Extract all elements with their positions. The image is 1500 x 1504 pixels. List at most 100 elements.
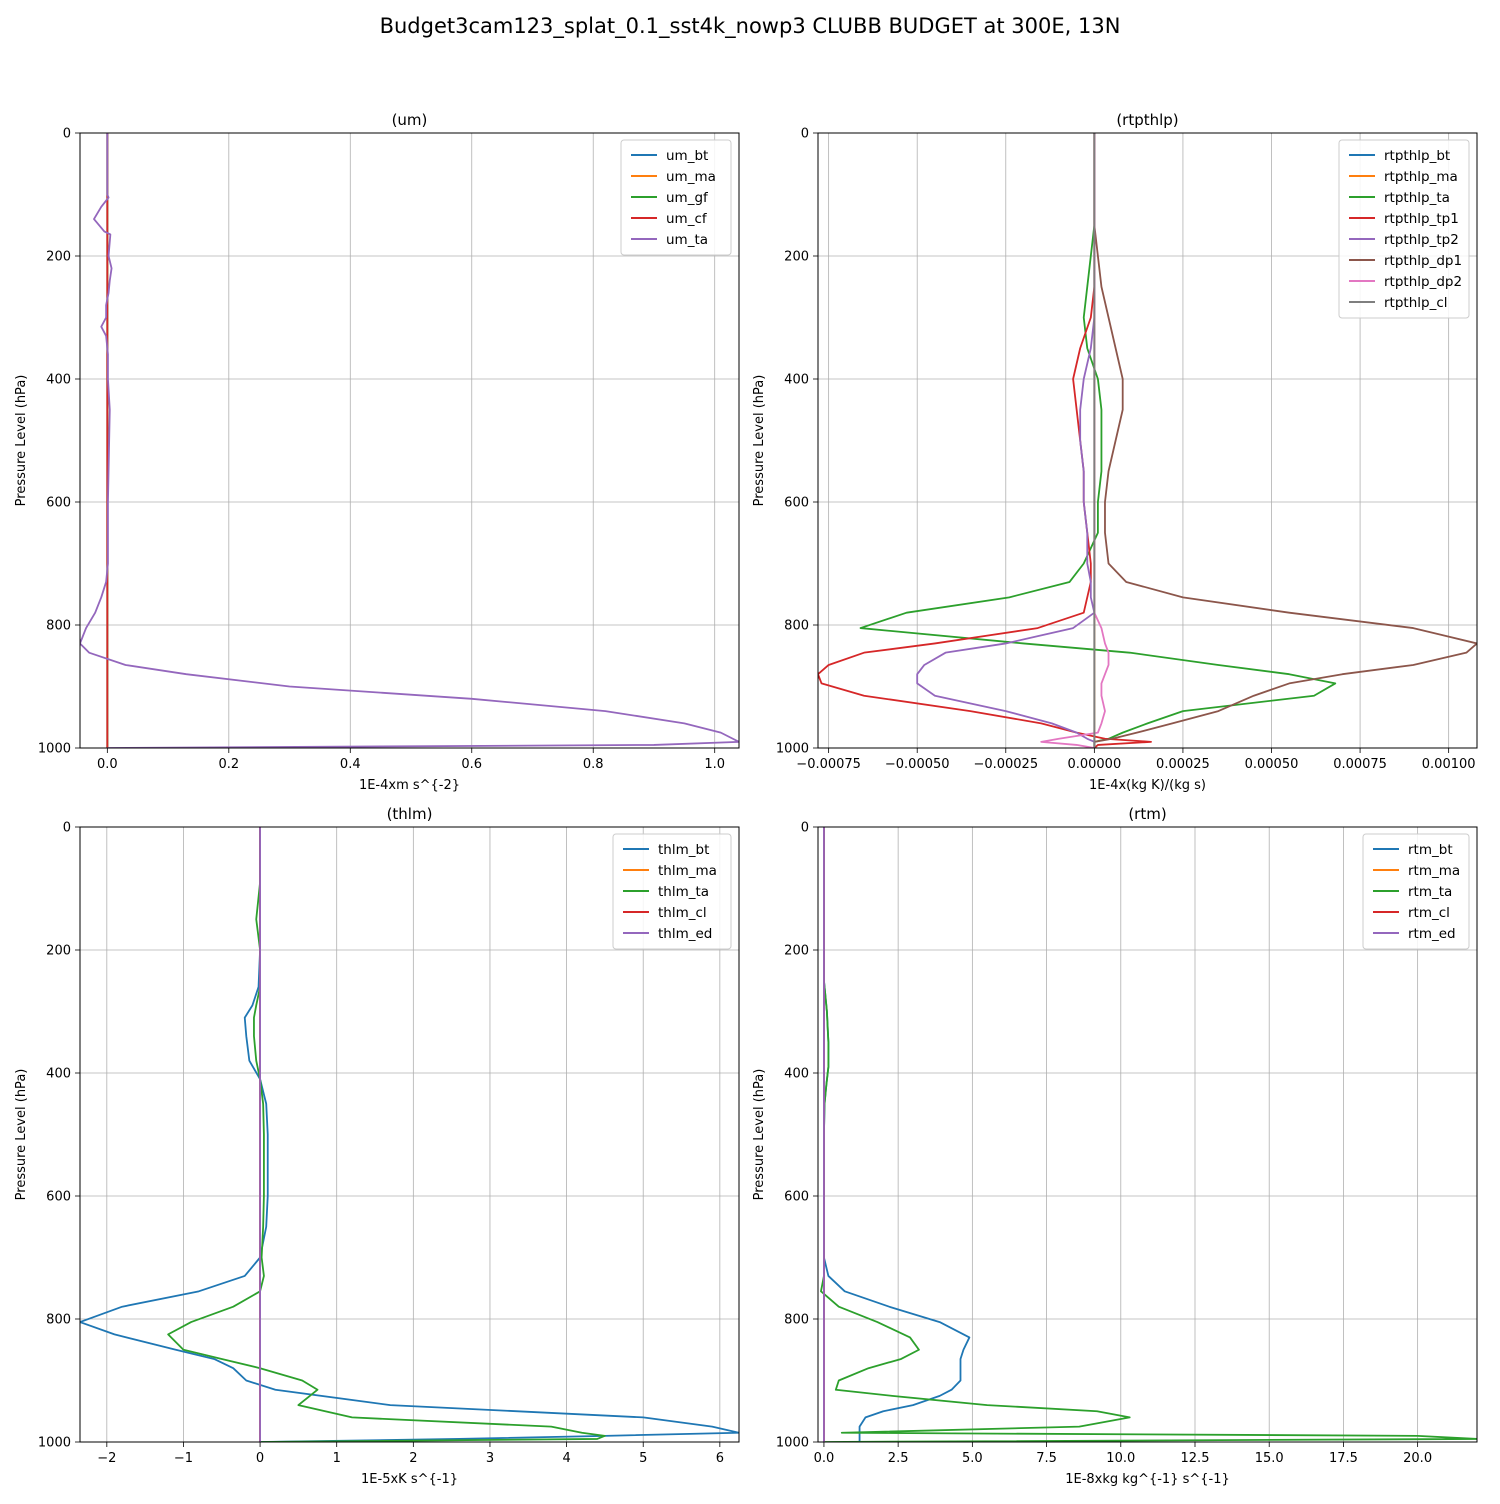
legend: rtpthlp_bt rtpthlp_ma rtpthlp_ta rtpthlp_tp…	[1338, 139, 1470, 319]
x-tick-label: 0.4	[340, 757, 361, 772]
x-tick-label: −2	[97, 1451, 116, 1466]
y-tick-label: 0	[801, 127, 809, 142]
legend-label: thlm_cl	[658, 905, 707, 921]
legend-label: um_bt	[666, 148, 708, 164]
x-axis-label: 1E-4xm s^{-2}	[359, 778, 460, 793]
y-axis-label: Pressure Level (hPa)	[752, 375, 767, 507]
legend-label: rtm_ed	[1408, 926, 1456, 942]
figure-title: Budget3cam123_splat_0.1_sst4k_nowp3 CLUB…	[379, 14, 1121, 38]
legend-label: rtpthlp_cl	[1384, 295, 1448, 311]
y-tick-label: 800	[784, 1313, 809, 1328]
y-tick-label: 400	[46, 1067, 71, 1082]
legend-box	[1338, 139, 1470, 319]
y-tick-label: 400	[46, 373, 71, 388]
x-tick-label: 0.00025	[1156, 757, 1210, 772]
legend-label: rtpthlp_ta	[1384, 190, 1450, 206]
y-tick-label: 600	[46, 496, 71, 511]
y-axis-label: Pressure Level (hPa)	[752, 1069, 767, 1201]
legend-label: thlm_bt	[658, 842, 709, 858]
legend-label: um_ma	[666, 169, 716, 185]
x-tick-label: 20.0	[1403, 1451, 1432, 1466]
x-axis-label: 1E-8xkg kg^{-1} s^{-1}	[1065, 1472, 1230, 1487]
series-line-thlm_ta	[167, 827, 606, 1442]
chart-title: (thlm)	[387, 805, 433, 823]
legend-label: rtpthlp_ma	[1384, 169, 1458, 185]
series-group	[818, 133, 1477, 748]
y-tick-label: 600	[46, 1190, 71, 1205]
legend-label: rtpthlp_dp2	[1384, 274, 1462, 290]
legend-label: rtm_ma	[1408, 863, 1460, 879]
y-tick-label: 600	[784, 1190, 809, 1205]
legend-label: rtm_ta	[1408, 884, 1452, 900]
x-tick-label: 5.0	[962, 1451, 983, 1466]
x-tick-label: −0.00075	[796, 757, 861, 772]
series-group	[820, 827, 1477, 1442]
legend-label: rtm_bt	[1408, 842, 1453, 858]
legend-label: rtpthlp_dp1	[1384, 253, 1462, 269]
x-tick-label: −0.00025	[973, 757, 1038, 772]
y-axis-label: Pressure Level (hPa)	[14, 375, 29, 507]
legend-label: um_ta	[666, 232, 708, 248]
x-tick-label: 10.0	[1106, 1451, 1135, 1466]
legend-label: rtpthlp_bt	[1384, 148, 1450, 164]
x-tick-label: 17.5	[1329, 1451, 1358, 1466]
y-tick-label: 1000	[776, 1436, 809, 1451]
y-tick-label: 200	[46, 944, 71, 959]
x-tick-label: 3	[486, 1451, 494, 1466]
axes-frame	[79, 132, 740, 749]
legend-label: thlm_ed	[658, 926, 712, 942]
y-tick-label: 800	[46, 619, 71, 634]
legend: thlm_bt thlm_ma thlm_ta thlm_cl thlm_ed	[612, 833, 732, 950]
x-tick-label: 2	[409, 1451, 417, 1466]
x-tick-label: 0.00050	[1245, 757, 1299, 772]
y-tick-label: 0	[63, 127, 71, 142]
series-line-thlm_bt	[80, 827, 739, 1442]
series-line-rtpthlp_dp2	[1040, 133, 1110, 748]
legend-label: thlm_ta	[658, 884, 709, 900]
y-tick-label: 0	[63, 821, 71, 836]
chart-panel-3: −2 −1 0 1 2 3 4 5 6 0 200 400 600 800 1000 (thlm) 1E-5xK…	[14, 805, 740, 1487]
x-tick-label: 0.00000	[1067, 757, 1121, 772]
x-tick-label: 0.00100	[1422, 757, 1476, 772]
series-group	[80, 133, 739, 748]
axes-frame	[79, 826, 740, 1443]
series-line-rtm_ta	[820, 827, 1477, 1442]
legend-label: thlm_ma	[658, 863, 717, 879]
x-tick-label: 15.0	[1255, 1451, 1284, 1466]
y-tick-label: 400	[784, 1067, 809, 1082]
y-tick-label: 600	[784, 496, 809, 511]
y-tick-label: 1000	[776, 742, 809, 757]
x-tick-label: 0.6	[461, 757, 482, 772]
y-tick-label: 200	[46, 250, 71, 265]
y-tick-label: 800	[784, 619, 809, 634]
legend: rtm_bt rtm_ma rtm_ta rtm_cl rtm_ed	[1362, 833, 1470, 950]
y-tick-label: 0	[801, 821, 809, 836]
chart-panel-4: 0.0 2.5 5.0 7.5 10.0 12.5 15.0 17.5 20.0 0 200 400 6…	[752, 805, 1478, 1487]
x-tick-label: 12.5	[1181, 1451, 1210, 1466]
x-tick-label: 1.0	[704, 757, 725, 772]
legend-label: um_cf	[666, 211, 708, 227]
series-line-rtpthlp_ta	[859, 133, 1337, 748]
x-tick-label: 0.2	[218, 757, 239, 772]
y-tick-label: 200	[784, 250, 809, 265]
y-tick-label: 200	[784, 944, 809, 959]
x-tick-label: 5	[639, 1451, 647, 1466]
legend-label: rtm_cl	[1408, 905, 1450, 921]
series-line-rtpthlp_tp1	[818, 133, 1152, 748]
x-tick-label: 0	[256, 1451, 264, 1466]
legend: um_bt um_ma um_gf um_cf um_ta	[620, 139, 732, 256]
x-tick-label: 6	[716, 1451, 724, 1466]
series-group	[80, 827, 739, 1442]
series-line-rtpthlp_dp1	[1093, 133, 1477, 748]
x-tick-label: −0.00050	[885, 757, 950, 772]
y-tick-label: 800	[46, 1313, 71, 1328]
x-tick-label: 4	[562, 1451, 570, 1466]
y-tick-label: 1000	[38, 742, 71, 757]
x-tick-label: −1	[174, 1451, 193, 1466]
series-line-rtm_bt	[823, 827, 971, 1442]
x-tick-label: 2.5	[888, 1451, 909, 1466]
y-tick-label: 400	[784, 373, 809, 388]
series-line-um_ta	[80, 133, 739, 748]
legend-label: rtpthlp_tp1	[1384, 211, 1459, 227]
x-tick-label: 0.00075	[1333, 757, 1387, 772]
